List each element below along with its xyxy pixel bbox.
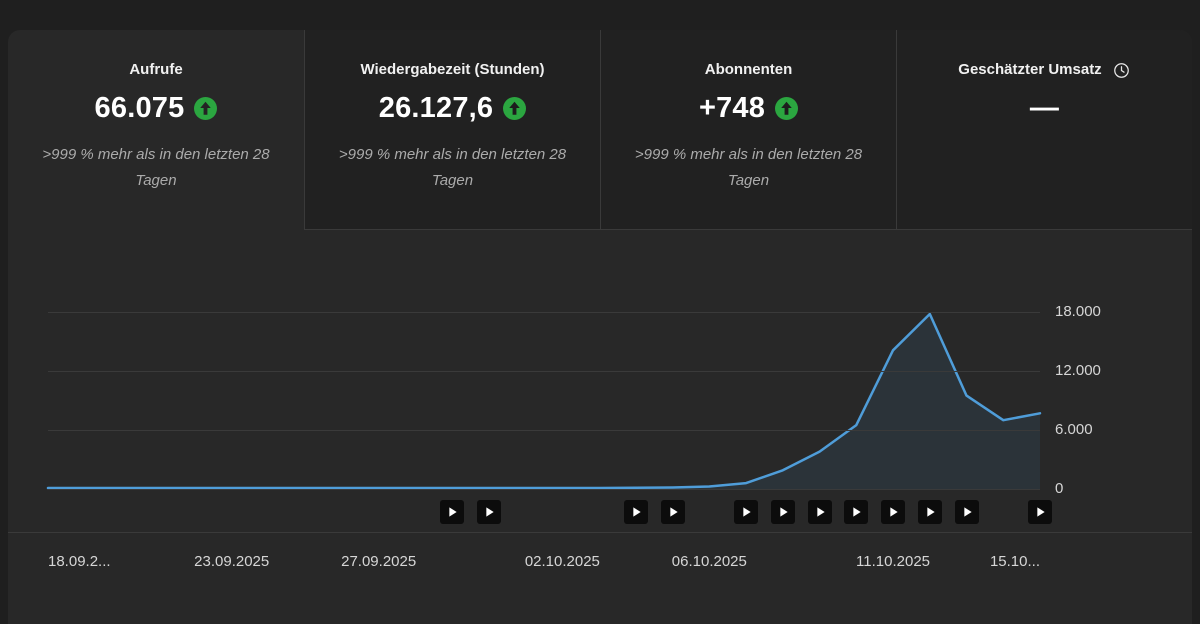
- metric-delta-note: >999 % mehr als in den letzten 28 Tagen: [338, 146, 567, 189]
- play-icon: [743, 507, 751, 517]
- video-publish-marker[interactable]: [623, 500, 648, 524]
- play-icon: [486, 507, 494, 517]
- chart-line: [46, 312, 1042, 490]
- axis-divider: [8, 532, 1192, 533]
- x-axis-label: 18.09.2...: [48, 553, 111, 570]
- video-publish-marker[interactable]: [476, 500, 501, 524]
- metric-value: 26.127,6: [378, 91, 494, 124]
- video-publish-marker[interactable]: [881, 500, 906, 524]
- chart-gridline: [48, 429, 1040, 431]
- metric-title: Abonnenten: [704, 61, 793, 78]
- y-axis-label: 6.000: [1055, 421, 1093, 438]
- y-axis-label: 18.000: [1055, 303, 1101, 320]
- video-markers: [48, 500, 1052, 524]
- play-icon: [927, 507, 935, 517]
- video-publish-marker[interactable]: [440, 500, 465, 524]
- play-icon: [669, 507, 678, 517]
- metric-card-wiedergabezeit[interactable]: Wiedergabezeit (Stunden) 26.127,6 >999 %…: [304, 30, 600, 230]
- metric-card-abonnenten[interactable]: Abonnenten +748 >999 % mehr als in den l…: [600, 30, 896, 230]
- play-icon: [853, 507, 861, 517]
- x-axis-label: 15.10...: [989, 553, 1040, 570]
- metric-card-umsatz[interactable]: Geschätzter Umsatz —: [896, 30, 1192, 230]
- metric-value: —: [1029, 91, 1060, 124]
- y-axis-label: 0: [1055, 480, 1064, 497]
- video-publish-marker[interactable]: [660, 500, 685, 524]
- metric-card-aufrufe[interactable]: Aufrufe 66.075 >999 % mehr als in den le…: [8, 30, 304, 230]
- play-icon: [816, 507, 825, 517]
- chart-y-axis: 18.000 12.000 6.000 0: [1055, 303, 1145, 497]
- video-publish-marker[interactable]: [954, 500, 979, 524]
- up-arrow-icon: [194, 96, 218, 120]
- chart-gridline: [48, 488, 1040, 490]
- clock-icon[interactable]: [1112, 61, 1131, 80]
- video-publish-marker[interactable]: [1028, 500, 1052, 524]
- up-arrow-icon: [775, 96, 799, 120]
- metric-title: Geschätzter Umsatz: [958, 61, 1102, 78]
- video-publish-marker[interactable]: [734, 500, 759, 524]
- play-icon: [1037, 507, 1045, 517]
- analytics-panel: Aufrufe 66.075 >999 % mehr als in den le…: [8, 30, 1192, 624]
- x-axis-label: 02.10.2025: [524, 553, 600, 570]
- chart-x-axis: 18.09.2... 23.09.2025 27.09.2025 02.10.2025…: [48, 552, 1040, 574]
- play-icon: [633, 507, 641, 517]
- video-publish-marker[interactable]: [917, 500, 942, 524]
- play-icon: [449, 507, 457, 517]
- x-axis-label: 27.09.2025: [341, 553, 417, 570]
- video-publish-marker[interactable]: [807, 500, 832, 524]
- views-line-chart: [46, 312, 1042, 490]
- x-axis-label: 23.09.2025: [194, 553, 270, 570]
- x-axis-label: 06.10.2025: [671, 553, 747, 570]
- metric-value: +748: [698, 91, 766, 124]
- play-icon: [780, 507, 788, 517]
- views-chart-plot[interactable]: [46, 311, 1042, 490]
- metric-title: Wiedergabezeit (Stunden): [360, 61, 545, 78]
- chart-gridline: [48, 370, 1040, 372]
- play-icon: [963, 507, 972, 517]
- video-publish-marker[interactable]: [844, 500, 869, 524]
- chart-area-fill: [48, 314, 1040, 489]
- metric-title: Aufrufe: [129, 61, 183, 78]
- play-icon: [890, 507, 898, 517]
- y-axis-label: 12.000: [1055, 362, 1101, 379]
- x-axis-label: 11.10.2025: [856, 553, 931, 570]
- up-arrow-icon: [503, 96, 527, 120]
- metric-value: 66.075: [94, 91, 185, 124]
- video-publish-marker[interactable]: [770, 500, 795, 524]
- metric-delta-note: >999 % mehr als in den letzten 28 Tagen: [634, 146, 863, 189]
- chart-gridline: [48, 311, 1040, 313]
- metric-delta-note: >999 % mehr als in den letzten 28 Tagen: [42, 146, 270, 189]
- metric-cards: Aufrufe 66.075 >999 % mehr als in den le…: [8, 30, 1192, 230]
